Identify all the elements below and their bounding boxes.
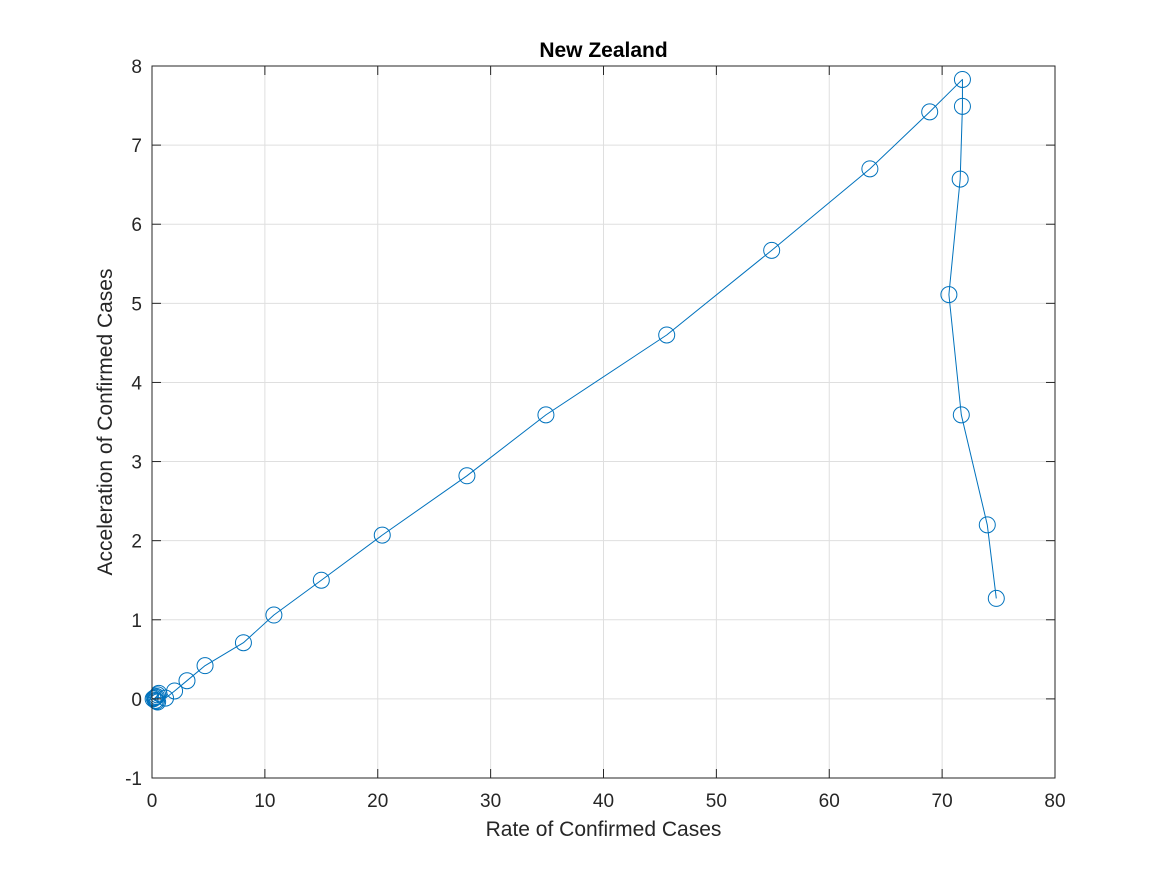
data-point bbox=[157, 689, 175, 707]
x-tick-label: 30 bbox=[480, 791, 501, 812]
x-tick-label: 60 bbox=[819, 791, 840, 812]
x-tick-label: 20 bbox=[367, 791, 388, 812]
x-tick-label: 40 bbox=[593, 791, 614, 812]
data-point bbox=[861, 160, 879, 178]
y-tick-label: 2 bbox=[131, 532, 142, 553]
data-point bbox=[953, 70, 971, 88]
x-tick-label: 0 bbox=[147, 791, 158, 812]
data-point bbox=[265, 606, 283, 624]
grid bbox=[152, 66, 1055, 778]
y-tick-label: 5 bbox=[131, 294, 142, 315]
y-tick-label: 1 bbox=[131, 611, 142, 632]
y-tick-label: 4 bbox=[131, 373, 142, 394]
data-point bbox=[144, 690, 162, 708]
series-layer bbox=[144, 70, 1005, 711]
data-point bbox=[149, 693, 167, 711]
data-point bbox=[148, 688, 166, 706]
data-point bbox=[953, 97, 971, 115]
data-point bbox=[196, 657, 214, 675]
y-tick-label: 6 bbox=[131, 215, 142, 236]
x-tick-label: 80 bbox=[1044, 791, 1065, 812]
y-axis-label: Acceleration of Confirmed Cases bbox=[94, 269, 117, 576]
x-tick-label: 10 bbox=[254, 791, 275, 812]
data-point bbox=[987, 589, 1005, 607]
data-point bbox=[373, 526, 391, 544]
data-point bbox=[537, 406, 555, 424]
data-point bbox=[146, 688, 164, 706]
data-point bbox=[978, 516, 996, 534]
data-point bbox=[178, 672, 196, 690]
data-point bbox=[312, 571, 330, 589]
data-point bbox=[921, 103, 939, 121]
y-tick-label: 8 bbox=[131, 57, 142, 78]
y-tick-label: 7 bbox=[131, 136, 142, 157]
x-tick-label: 70 bbox=[932, 791, 953, 812]
data-point bbox=[940, 286, 958, 304]
data-point bbox=[145, 689, 163, 707]
y-tick-label: 0 bbox=[131, 690, 142, 711]
y-tick-label: -1 bbox=[125, 769, 142, 790]
x-axis-label: Rate of Confirmed Cases bbox=[486, 818, 722, 841]
data-point bbox=[458, 467, 476, 485]
data-point bbox=[951, 170, 969, 188]
data-point bbox=[763, 241, 781, 259]
chart-title: New Zealand bbox=[539, 39, 667, 62]
data-point bbox=[952, 406, 970, 424]
x-tick-label: 50 bbox=[706, 791, 727, 812]
y-tick-label: 3 bbox=[131, 453, 142, 474]
data-point bbox=[149, 686, 167, 704]
data-point bbox=[658, 326, 676, 344]
data-point bbox=[234, 634, 252, 652]
data-point bbox=[166, 682, 184, 700]
